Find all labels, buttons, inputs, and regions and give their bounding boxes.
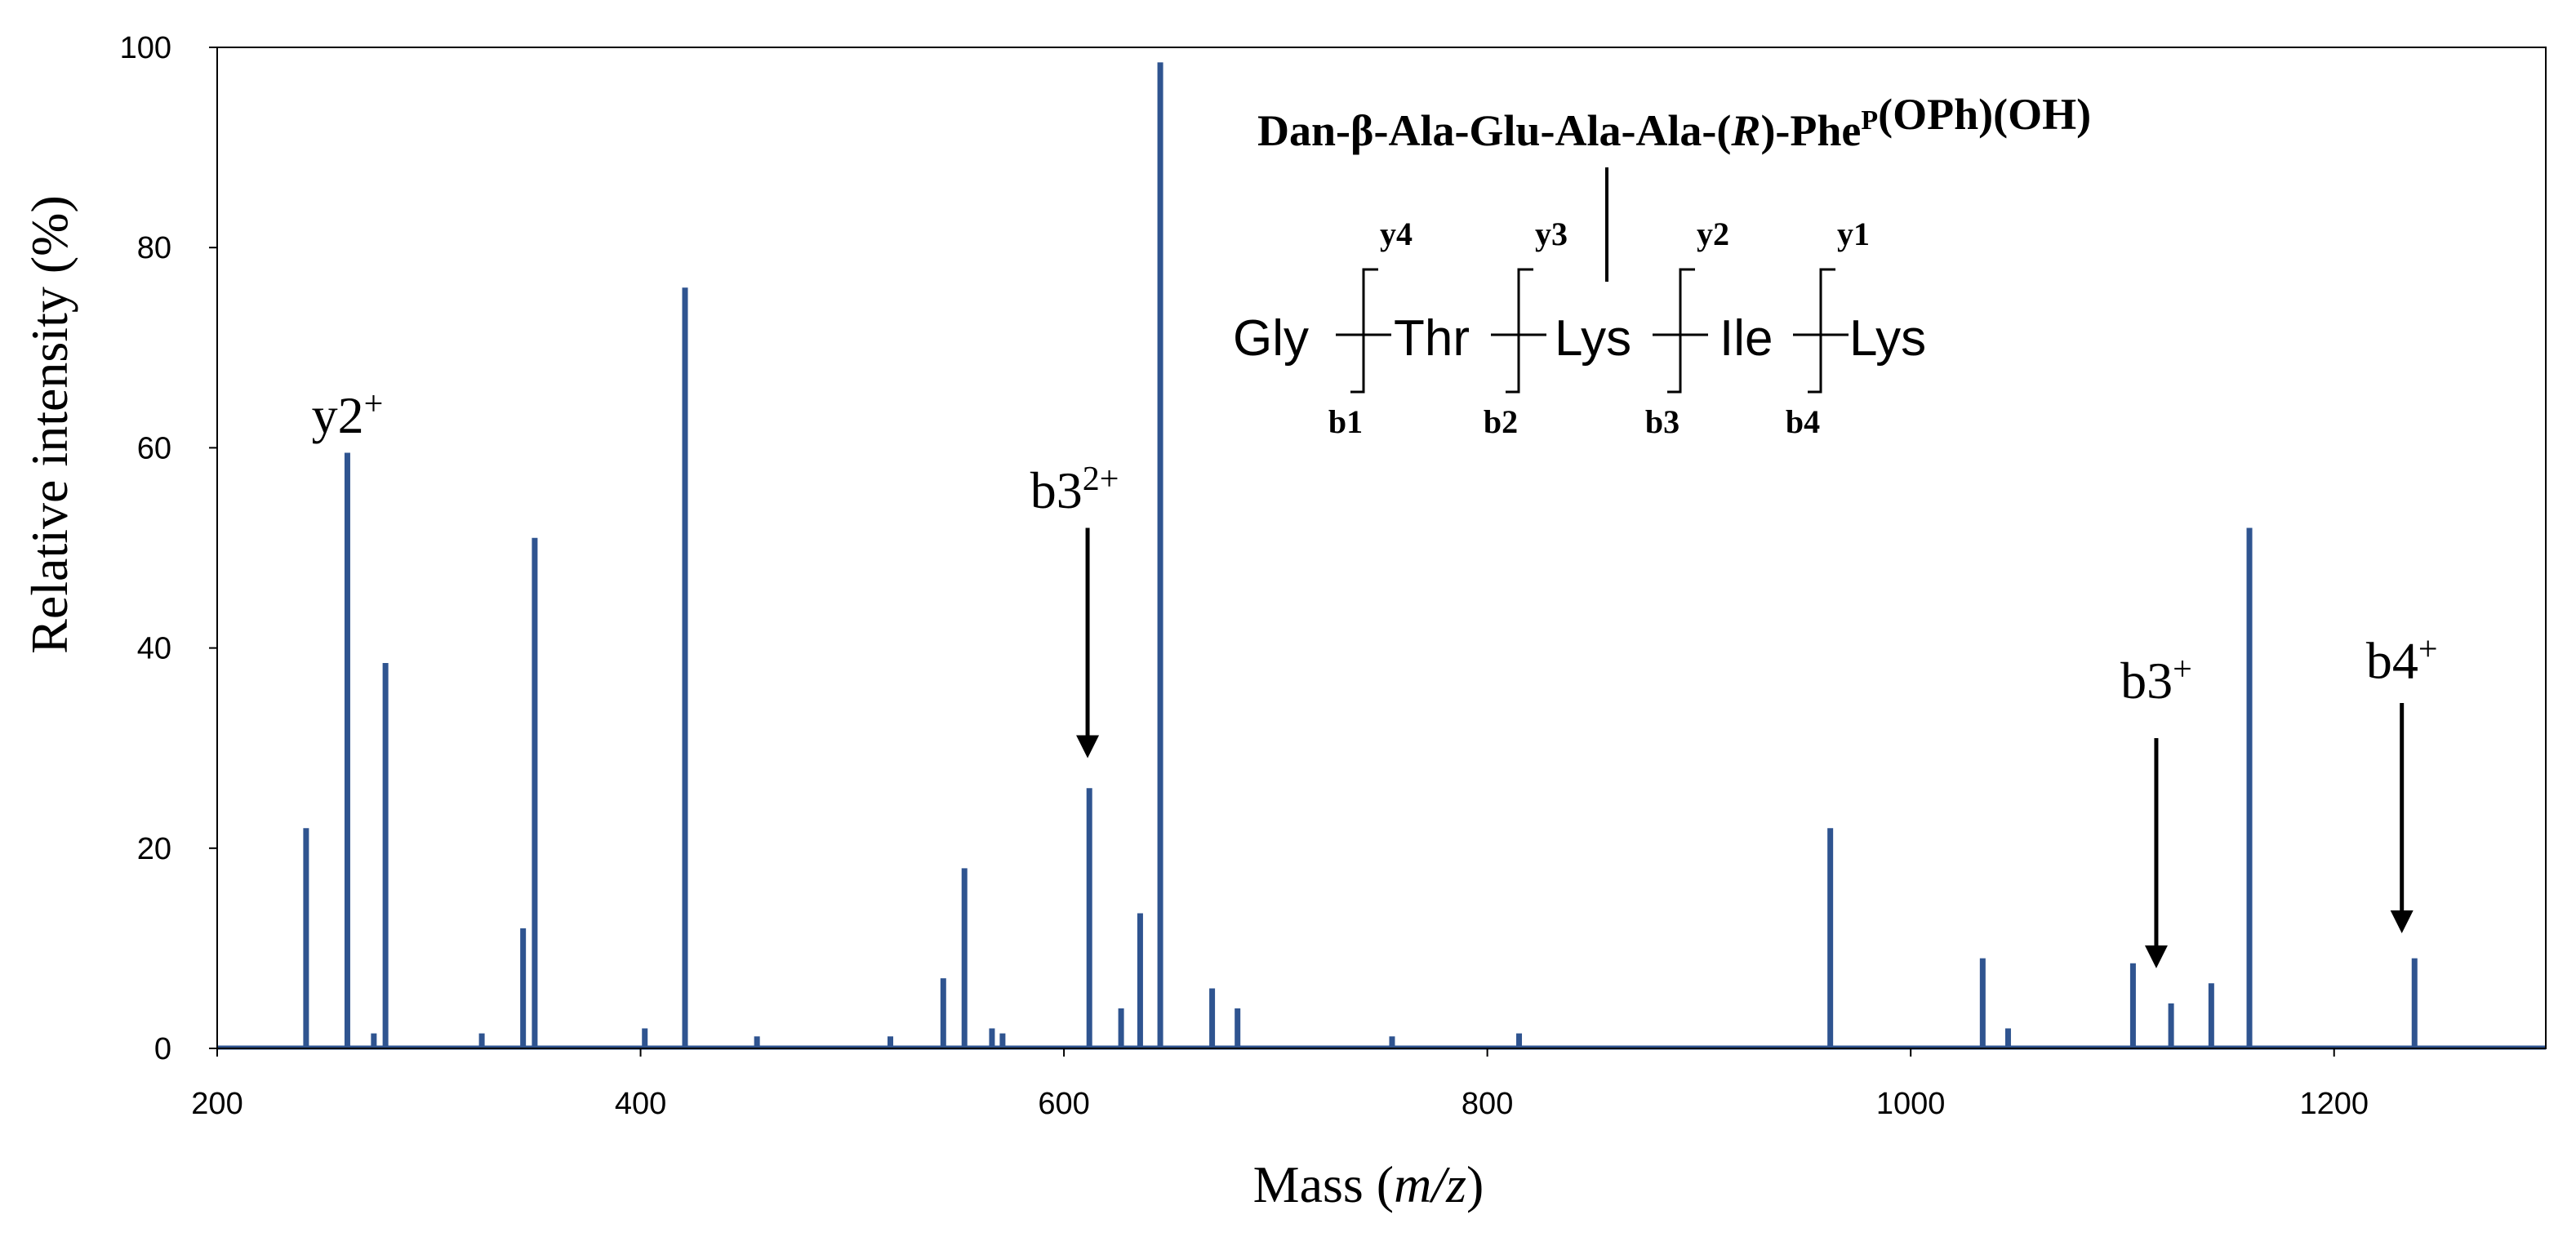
plot-frame [216,47,2547,1049]
x-axis-title: Mass (m/z) [1253,1155,1484,1213]
residue-lys-2: Lys [1555,310,1631,367]
y-ion-label-3: y1 [1837,216,1870,252]
peptide-sequence-inset: Dan-β-Ala-Glu-Ala-Ala-(R)-PheP(OPh)(OH) G… [1233,90,2091,440]
peak-annotations: y2+ b32+ b3+ b4+ [312,385,2438,968]
x-tick-label: 400 [615,1087,666,1121]
annotation-label-3: b4+ [2366,630,2438,689]
x-axis-title-suffix: ) [1466,1155,1484,1213]
annotation-arrow-head-3 [2390,910,2414,934]
y-tick-label: 100 [120,31,171,65]
annotation-label-1: b32+ [1030,461,1119,519]
y-tick-label: 0 [154,1032,171,1066]
x-tick-label: 1200 [2299,1087,2369,1121]
cleavage-marker-3 [1808,268,1835,394]
plot-border [216,47,2547,1049]
x-tick-label: 800 [1462,1087,1513,1121]
annotation-arrow-head-1 [1076,735,1100,759]
annotation-label-0: y2+ [312,385,384,444]
y-ion-label-2: y2 [1697,216,1729,252]
cleavage-marker-0 [1350,268,1378,394]
residue-thr-1: Thr [1394,310,1470,367]
x-tick-label: 200 [191,1087,242,1121]
b-ion-label-2: b3 [1645,403,1680,440]
annotation-label-2: b3+ [2120,651,2192,710]
residue-gly-0: Gly [1233,310,1309,367]
y-tick-label: 20 [137,832,171,866]
cleavage-marker-2 [1667,268,1695,394]
x-tick-label: 600 [1038,1087,1089,1121]
y-tick-label: 60 [137,431,171,465]
b-ion-label-3: b4 [1786,403,1820,440]
y-tick-label: 40 [137,632,171,666]
b-ion-label-1: b2 [1484,403,1518,440]
residue-lys-4: Lys [1849,310,1926,367]
axis-ticks: 0 20 40 60 80 100 200 400 600 800 1000 1200 [120,31,2369,1121]
inset-sequence-title: Dan-β-Ala-Glu-Ala-Ala-(R)-PheP(OPh)(OH) [1257,90,2091,155]
residue-ile-3: Ile [1720,310,1773,367]
annotation-arrow-head-2 [2144,945,2168,968]
cleavage-marker-1 [1506,268,1533,394]
x-axis-title-italic: m/z [1394,1155,1466,1213]
x-tick-label: 1000 [1876,1087,1946,1121]
x-axis-title-prefix: Mass ( [1253,1155,1394,1213]
y-ion-label-0: y4 [1380,216,1413,252]
y-axis-title: Relative intensity (%) [20,195,78,654]
b-ion-label-0: b1 [1328,403,1363,440]
peaks-layer [217,62,2546,1050]
y-tick-label: 80 [137,231,171,265]
y-ion-label-1: y3 [1535,216,1568,252]
